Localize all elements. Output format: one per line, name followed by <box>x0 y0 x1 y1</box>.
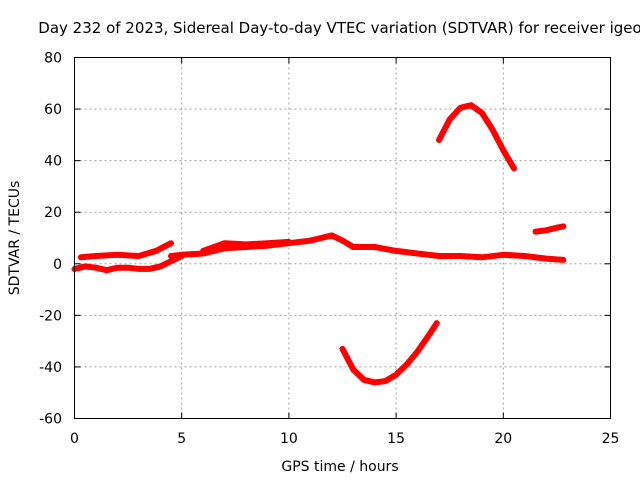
series-positive-arc <box>436 102 517 172</box>
plot-frame <box>74 57 611 419</box>
x-tick-label: 0 <box>70 431 79 447</box>
series-main-track <box>168 232 567 263</box>
x-tick-label: 25 <box>602 431 620 447</box>
y-tick-label: 0 <box>53 257 62 273</box>
x-tick-label: 5 <box>177 431 186 447</box>
series-layer <box>71 102 567 386</box>
chart-title: Day 232 of 2023, Sidereal Day-to-day VTE… <box>38 19 640 37</box>
series-lower-track-early <box>71 253 185 274</box>
y-tick-label: 40 <box>44 154 62 170</box>
tick-labels: 0 5 10 15 20 25 -60 -40 -20 0 20 40 60 80 <box>39 51 619 448</box>
series-late-segment <box>532 223 567 235</box>
series-upper-track-early <box>77 240 174 261</box>
y-tick-label: -60 <box>39 412 62 428</box>
grid <box>74 57 611 419</box>
y-axis-label: SDTVAR / TECUs <box>7 181 23 296</box>
ticks <box>74 57 611 419</box>
series-negative-arc <box>339 320 440 386</box>
y-tick-label: -20 <box>39 308 62 324</box>
x-tick-label: 20 <box>494 431 512 447</box>
x-tick-label: 10 <box>280 431 298 447</box>
y-tick-label: -40 <box>39 360 62 376</box>
y-tick-label: 80 <box>44 51 62 67</box>
y-tick-label: 20 <box>44 205 62 221</box>
series-mid-wave-a <box>200 238 292 254</box>
y-tick-label: 60 <box>44 102 62 118</box>
x-axis-label: GPS time / hours <box>281 459 398 475</box>
x-tick-label: 15 <box>387 431 405 447</box>
